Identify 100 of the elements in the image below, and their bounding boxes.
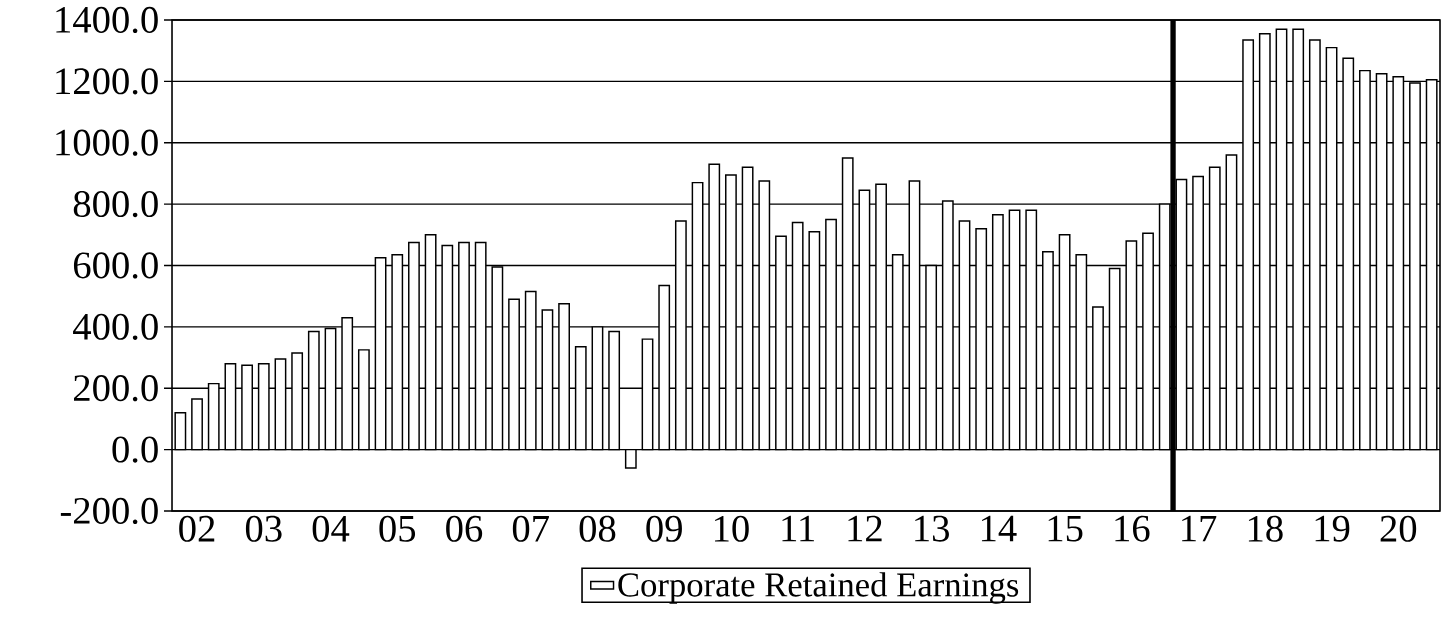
bar: [1042, 250, 1054, 451]
bar: [291, 352, 304, 451]
bar: [1142, 232, 1154, 451]
bar: [1058, 234, 1071, 451]
y-tick-label: -200.0: [60, 497, 158, 525]
bar: [274, 358, 287, 451]
bar: [775, 235, 787, 451]
bar: [1242, 39, 1255, 451]
y-tick-label: 600.0: [73, 252, 158, 279]
bar: [524, 290, 537, 451]
bar: [408, 241, 420, 451]
x-tick-label: 15: [1048, 515, 1083, 542]
bar: [875, 183, 887, 451]
bar: [574, 346, 587, 451]
x-tick-label: 10: [715, 515, 749, 542]
bar: [641, 338, 654, 451]
bar: [491, 266, 504, 451]
bar: [958, 220, 971, 451]
bar: [858, 189, 871, 451]
x-tick-label: 03: [245, 515, 282, 542]
x-tick-label: 18: [1248, 515, 1283, 542]
bar: [241, 364, 254, 451]
y-tick-label: 1000.0: [56, 129, 158, 156]
bar: [1308, 39, 1321, 451]
y-tick-label: 800.0: [73, 190, 158, 218]
bar: [458, 241, 470, 451]
x-tick-label: 06: [446, 515, 483, 542]
y-tick-label: 0.0: [112, 436, 158, 463]
x-tick-label: 17: [1182, 515, 1217, 542]
bar: [1208, 166, 1221, 451]
bar: [975, 227, 988, 451]
bar: [758, 180, 771, 451]
legend-label: Corporate Retained Earnings: [618, 572, 1019, 604]
bar: [825, 218, 837, 451]
bar: [441, 244, 454, 451]
bar: [624, 448, 637, 469]
bar: [908, 180, 921, 451]
bar: [674, 220, 687, 451]
bar: [1375, 72, 1388, 451]
bar: [708, 163, 721, 451]
bar: [341, 316, 354, 451]
bar: [1359, 69, 1371, 451]
x-tick-label: 08: [579, 515, 616, 542]
bar: [174, 412, 187, 451]
bar: [1275, 28, 1288, 451]
x-tick-label: 11: [782, 515, 814, 542]
bar: [1325, 46, 1338, 451]
bar: [391, 254, 404, 451]
bar: [224, 362, 237, 451]
x-tick-label: 02: [179, 515, 215, 542]
bar: [374, 257, 387, 451]
x-tick-label: 12: [848, 515, 882, 542]
bar: [741, 166, 754, 451]
y-tick-label: 1400.0: [56, 6, 158, 34]
bar: [1192, 175, 1204, 451]
bar: [608, 330, 621, 451]
bar: [207, 382, 220, 451]
bar: [474, 241, 487, 451]
bar: [324, 327, 337, 451]
bar: [658, 284, 671, 451]
x-tick-label: 07: [512, 515, 549, 542]
x-tick-label: 20: [1380, 515, 1417, 542]
bar: [1008, 209, 1021, 451]
bar: [941, 200, 954, 451]
bar: [591, 326, 604, 451]
bar: [891, 254, 904, 451]
bar: [257, 362, 270, 451]
x-tick-label: 05: [379, 515, 416, 542]
y-tick-label: 1200.0: [56, 68, 158, 95]
bar: [191, 398, 203, 451]
x-tick-label: 16: [1115, 515, 1150, 542]
bar: [1225, 154, 1238, 451]
bar: [1092, 306, 1104, 451]
bar: [1425, 79, 1438, 451]
bar: [1075, 254, 1088, 451]
bar: [991, 214, 1004, 451]
bar: [424, 234, 437, 451]
x-tick-label: 14: [981, 515, 1017, 542]
bar: [541, 309, 554, 451]
bar: [925, 264, 938, 451]
y-tick-label: 200.0: [74, 375, 158, 402]
bar: [1342, 57, 1355, 451]
bar: [841, 157, 854, 451]
bar: [357, 349, 370, 451]
bar: [1108, 267, 1121, 451]
bar: [1025, 209, 1038, 451]
bar: [808, 230, 821, 451]
bar: [1258, 33, 1271, 451]
bar: [558, 303, 570, 451]
bar: [307, 330, 320, 451]
bar: [791, 221, 804, 451]
x-tick-label: 13: [915, 515, 949, 542]
x-tick-label: 09: [646, 515, 682, 542]
bar: [1409, 82, 1421, 451]
bar: [508, 298, 520, 451]
bar: [1125, 240, 1138, 451]
bar: [1292, 28, 1305, 451]
bar: [725, 174, 737, 451]
x-tick-label: 04: [312, 515, 350, 542]
bar: [1392, 76, 1405, 451]
